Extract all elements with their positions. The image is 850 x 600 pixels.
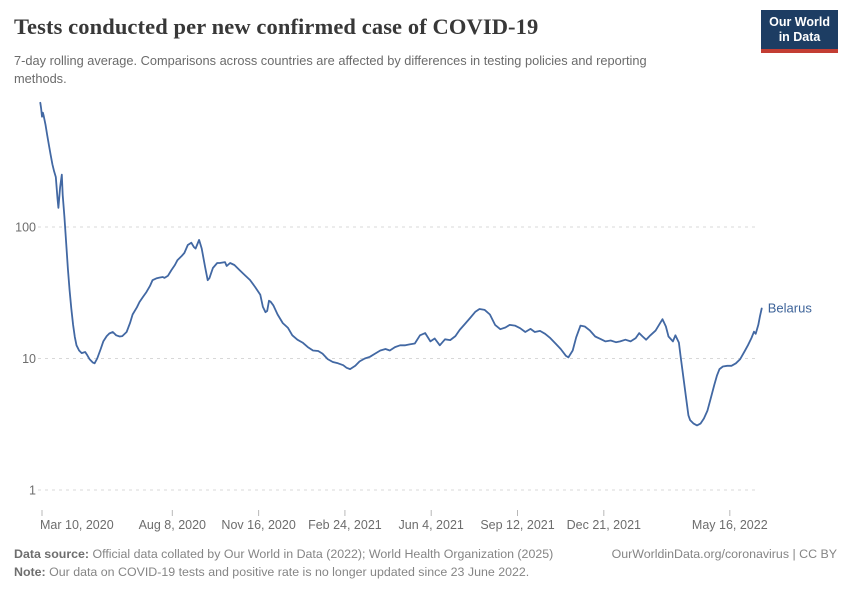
page-title: Tests conducted per new confirmed case o…: [14, 14, 539, 39]
y-tick-label: 1: [29, 484, 36, 498]
chart-svg[interactable]: 1 10 100 Mar 10, 2020 Aug 8, 2020 Nov 16, 202…: [0, 0, 850, 545]
x-tick-label: Dec 21, 2021: [567, 518, 641, 532]
note-text: Note: Our data on COVID-19 tests and pos…: [14, 565, 530, 579]
chart-footer: Data source: Official data collated by O…: [14, 547, 837, 579]
x-tick-label: Aug 8, 2020: [139, 518, 206, 532]
y-tick-label: 100: [15, 221, 36, 235]
x-tick-label: Mar 10, 2020: [40, 518, 114, 532]
x-tick-label: Jun 4, 2021: [399, 518, 464, 532]
series-label-belarus[interactable]: Belarus: [768, 301, 813, 316]
x-tick-label: Sep 12, 2021: [480, 518, 554, 532]
x-tick-label: Feb 24, 2021: [308, 518, 382, 532]
owid-logo-line1: Our World: [769, 15, 830, 29]
x-tick-label: May 16, 2022: [692, 518, 768, 532]
y-tick-label: 10: [22, 352, 36, 366]
data-source-text: Data source: Official data collated by O…: [14, 547, 554, 561]
owid-logo[interactable]: Our World in Data: [761, 10, 838, 53]
belarus-line[interactable]: [39, 101, 763, 427]
chart-subtitle: 7-day rolling average. Comparisons acros…: [14, 53, 647, 87]
x-tick-label: Nov 16, 2020: [221, 518, 295, 532]
data-source-label: Data source:: [14, 547, 90, 561]
owid-coronavirus-link[interactable]: OurWorldinData.org/coronavirus | CC BY: [611, 547, 837, 561]
note-label: Note:: [14, 565, 46, 579]
owid-logo-line2: in Data: [778, 30, 821, 44]
